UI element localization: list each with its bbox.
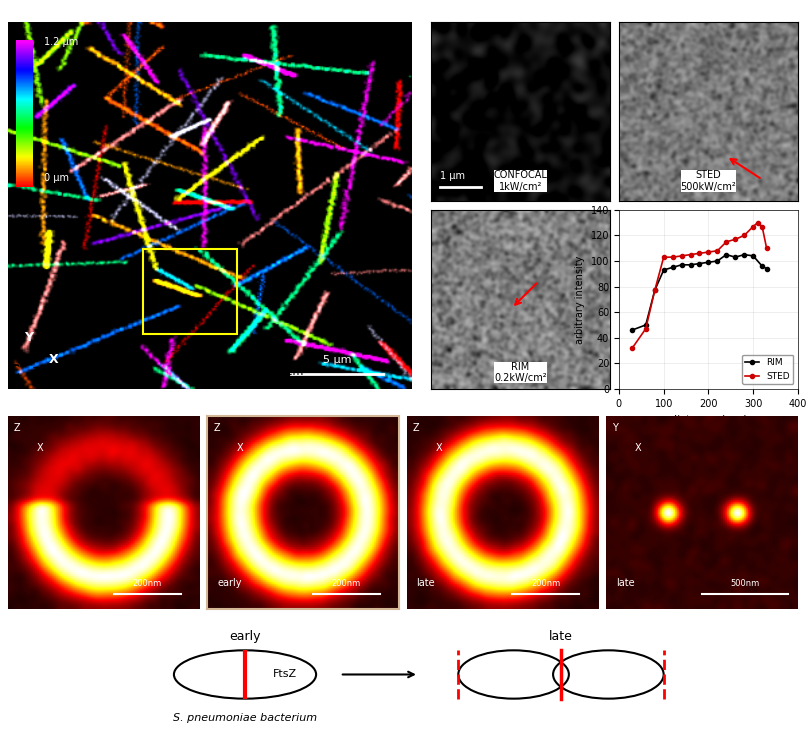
RIM — [641, 320, 650, 329]
Text: 0 μm: 0 μm — [44, 173, 69, 184]
Text: 200nm: 200nm — [132, 579, 162, 588]
Text: 500nm: 500nm — [730, 579, 760, 588]
Text: STED
500kW/cm²: STED 500kW/cm² — [680, 171, 737, 192]
STED — [753, 218, 762, 227]
Y-axis label: arbitrary intensity: arbitrary intensity — [575, 255, 585, 343]
Text: Z: Z — [214, 423, 220, 434]
STED — [730, 235, 740, 244]
STED — [628, 343, 638, 352]
RIM — [650, 286, 659, 295]
Text: RIM 1kW/cm²: RIM 1kW/cm² — [234, 368, 308, 378]
Text: Y: Y — [24, 331, 33, 344]
Text: early: early — [217, 578, 242, 588]
STED — [659, 253, 668, 262]
Text: 200nm: 200nm — [531, 579, 560, 588]
STED — [641, 324, 650, 333]
STED — [721, 237, 731, 246]
Text: 1 μm: 1 μm — [440, 171, 465, 182]
Text: late: late — [549, 630, 573, 642]
RIM — [628, 326, 638, 334]
RIM — [659, 265, 668, 274]
STED — [650, 286, 659, 295]
RIM — [677, 260, 687, 269]
Text: X: X — [635, 442, 642, 453]
RIM — [695, 259, 704, 268]
Text: 200nm: 200nm — [332, 579, 361, 588]
Text: X: X — [236, 442, 243, 453]
STED — [762, 244, 771, 253]
Text: 3D PALM 500kW/cm²: 3D PALM 500kW/cm² — [32, 368, 148, 378]
Text: Y: Y — [612, 423, 618, 434]
STED — [748, 222, 758, 231]
Line: STED: STED — [630, 220, 769, 350]
Text: S. pneumoniae bacterium: S. pneumoniae bacterium — [173, 713, 317, 723]
STED — [758, 222, 767, 231]
STED — [713, 246, 722, 255]
X-axis label: distance (nm): distance (nm) — [670, 414, 747, 424]
Text: 5 μm: 5 μm — [322, 355, 351, 365]
Text: C: C — [8, 364, 19, 379]
Text: RIM
0.2kW/cm²: RIM 0.2kW/cm² — [494, 362, 546, 384]
RIM — [758, 262, 767, 270]
RIM — [704, 258, 713, 267]
RIM — [721, 250, 731, 259]
STED — [677, 251, 687, 260]
STED — [695, 249, 704, 258]
RIM — [739, 250, 749, 259]
Bar — [143, 249, 238, 334]
Text: X: X — [435, 442, 442, 453]
Legend: RIM, STED: RIM, STED — [742, 354, 793, 384]
Text: FtsZ: FtsZ — [272, 670, 297, 679]
Text: late: late — [616, 578, 634, 588]
Text: 1.2 μm: 1.2 μm — [44, 37, 79, 47]
Text: CONFOCAL
1kW/cm²: CONFOCAL 1kW/cm² — [493, 171, 547, 192]
Line: RIM: RIM — [630, 253, 769, 332]
RIM — [668, 263, 678, 272]
Text: Z: Z — [413, 423, 419, 434]
Text: late: late — [417, 578, 435, 588]
Text: early: early — [229, 630, 261, 642]
STED — [739, 231, 749, 240]
RIM — [713, 257, 722, 265]
Text: Z: Z — [14, 423, 20, 434]
STED — [686, 250, 696, 259]
STED — [668, 253, 678, 262]
RIM — [730, 253, 740, 262]
RIM — [762, 265, 771, 273]
RIM — [686, 260, 696, 269]
Text: X: X — [37, 442, 44, 453]
Text: X: X — [48, 353, 58, 366]
RIM — [748, 251, 758, 260]
STED — [704, 248, 713, 257]
